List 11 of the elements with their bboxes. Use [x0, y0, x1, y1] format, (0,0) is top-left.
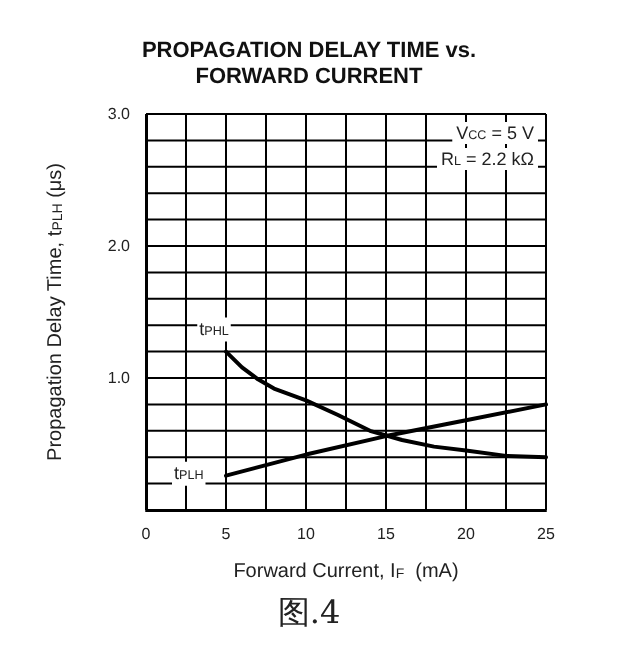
x-tick-label: 25 — [537, 525, 556, 543]
chart-title: PROPAGATION DELAY TIME vs. FORWARD CURRENT — [141, 39, 477, 89]
x-tick-label: 5 — [221, 525, 232, 543]
y-tick-label: 2.0 — [107, 237, 132, 255]
x-tick-label: 15 — [377, 525, 396, 543]
x-tick-label: 0 — [141, 525, 152, 543]
y-tick-label: 3.0 — [107, 105, 132, 123]
x-tick-label: 10 — [297, 525, 316, 543]
x-tick-label: 20 — [457, 525, 476, 543]
text: 图.4 — [277, 593, 341, 631]
y-tick-label: 1.0 — [107, 369, 132, 387]
